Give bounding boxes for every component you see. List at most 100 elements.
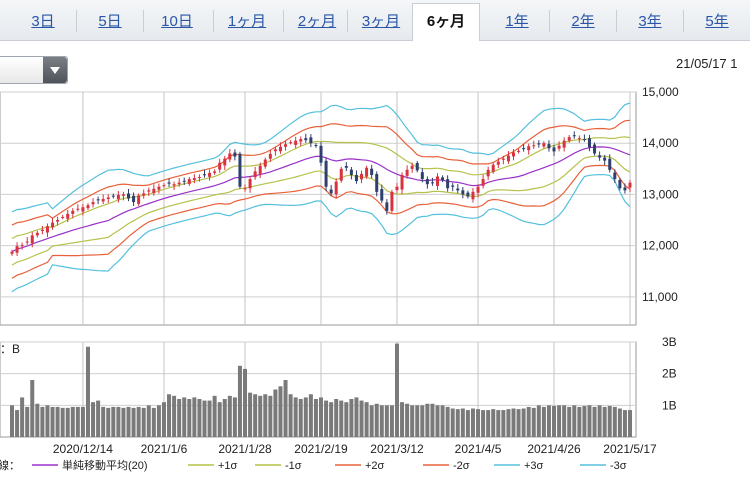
candle-body: [106, 197, 110, 200]
candle-body: [344, 166, 348, 168]
candle-body: [365, 167, 369, 177]
volume-bar: [597, 405, 602, 437]
dropdown-arrow-icon[interactable]: [43, 57, 67, 83]
volume-bar: [577, 406, 582, 437]
volume-bar: [197, 399, 202, 437]
volume-bar: [339, 400, 344, 437]
candle-body: [20, 245, 24, 247]
volume-bar: [364, 402, 369, 437]
volume-bar: [202, 400, 207, 437]
volume-bar: [146, 405, 151, 437]
candle-body: [152, 188, 156, 194]
price-tick-label: 11,000: [642, 290, 678, 304]
volume-bar: [217, 402, 222, 437]
tab-7[interactable]: 1年: [505, 13, 529, 30]
candle-body: [370, 168, 374, 175]
candle-body: [623, 187, 627, 191]
candle-body: [562, 140, 566, 148]
price-tick-label: 14,000: [642, 136, 679, 150]
candle-body: [71, 210, 75, 214]
volume-bar: [248, 392, 253, 437]
legend-entry: -1σ: [285, 460, 302, 472]
candle-body: [86, 205, 90, 209]
candle-body: [506, 155, 510, 162]
candle-body: [451, 185, 455, 187]
candle-body: [542, 143, 546, 147]
volume-bar: [227, 395, 232, 437]
volume-bar: [389, 405, 394, 437]
volume-bar: [334, 399, 339, 437]
volume-bar: [222, 399, 227, 437]
volume-bar: [212, 395, 217, 437]
candle-body: [572, 135, 576, 137]
volume-bar: [313, 399, 318, 437]
tab-5[interactable]: 3ヶ月: [361, 13, 401, 30]
candle-body: [167, 182, 171, 184]
candle-body: [177, 182, 181, 185]
volume-bar: [121, 407, 126, 437]
candle-body: [268, 153, 272, 159]
volume-bar: [308, 394, 313, 437]
candle-body: [349, 169, 353, 175]
volume-bar: [481, 410, 486, 437]
volume-bar: [516, 409, 521, 437]
indicator-dropdown[interactable]: [0, 56, 68, 84]
candle-body: [192, 178, 196, 180]
candle-body: [223, 158, 227, 166]
tab-9[interactable]: 3年: [638, 13, 662, 30]
volume-bar: [379, 405, 384, 437]
candle-body: [354, 174, 358, 182]
volume-bar: [506, 409, 511, 437]
tab-8[interactable]: 2年: [571, 13, 595, 30]
tab-2[interactable]: 10日: [161, 13, 193, 30]
volume-bar: [324, 400, 329, 437]
volume-bar: [161, 402, 166, 437]
candle-body: [628, 182, 632, 188]
candle-body: [339, 168, 343, 181]
volume-bar: [65, 407, 70, 437]
candle-body: [213, 171, 217, 173]
candle-body: [304, 138, 308, 141]
candle-body: [61, 216, 65, 218]
volume-bar: [273, 389, 278, 437]
volume-bar: [617, 408, 622, 437]
volume-bar: [440, 405, 445, 437]
volume-bar: [415, 405, 420, 437]
volume-bar: [35, 403, 40, 437]
volume-bar: [136, 406, 141, 437]
date-tick-label: 2021/3/12: [370, 442, 424, 456]
candle-body: [40, 229, 44, 231]
volume-bar: [511, 408, 516, 437]
candle-body: [289, 142, 293, 144]
volume-bar: [283, 380, 288, 437]
candle-body: [441, 177, 445, 181]
candle-body: [121, 194, 125, 196]
candle-body: [511, 152, 515, 157]
tab-6[interactable]: 6ヶ月: [412, 3, 480, 41]
tab-separator: [213, 10, 214, 32]
legend-entry: +2σ: [365, 460, 385, 472]
tab-0[interactable]: 3日: [31, 13, 55, 30]
candle-body: [329, 189, 333, 194]
volume-bar: [552, 405, 557, 437]
candle-body: [299, 139, 303, 142]
candle-body: [284, 144, 288, 147]
candle-body: [127, 193, 131, 199]
candle-body: [45, 226, 49, 233]
candle-body: [334, 181, 338, 195]
volume-bar: [319, 397, 323, 437]
candle-body: [405, 169, 409, 176]
volume-tick-label: 3B: [662, 335, 677, 349]
date-tick-label: 2021/4/5: [455, 442, 502, 456]
tab-1[interactable]: 5日: [98, 13, 122, 30]
candle-body: [557, 145, 561, 149]
tab-3[interactable]: 1ヶ月: [227, 13, 267, 30]
tab-4[interactable]: 2ヶ月: [297, 13, 337, 30]
volume-bar: [80, 406, 85, 437]
volume-bar: [465, 410, 470, 437]
candle-body: [314, 145, 318, 147]
candle-body: [385, 202, 389, 211]
legend-entry: +1σ: [218, 460, 238, 472]
volume-bar: [369, 405, 374, 437]
tab-10[interactable]: 5年: [705, 13, 729, 30]
